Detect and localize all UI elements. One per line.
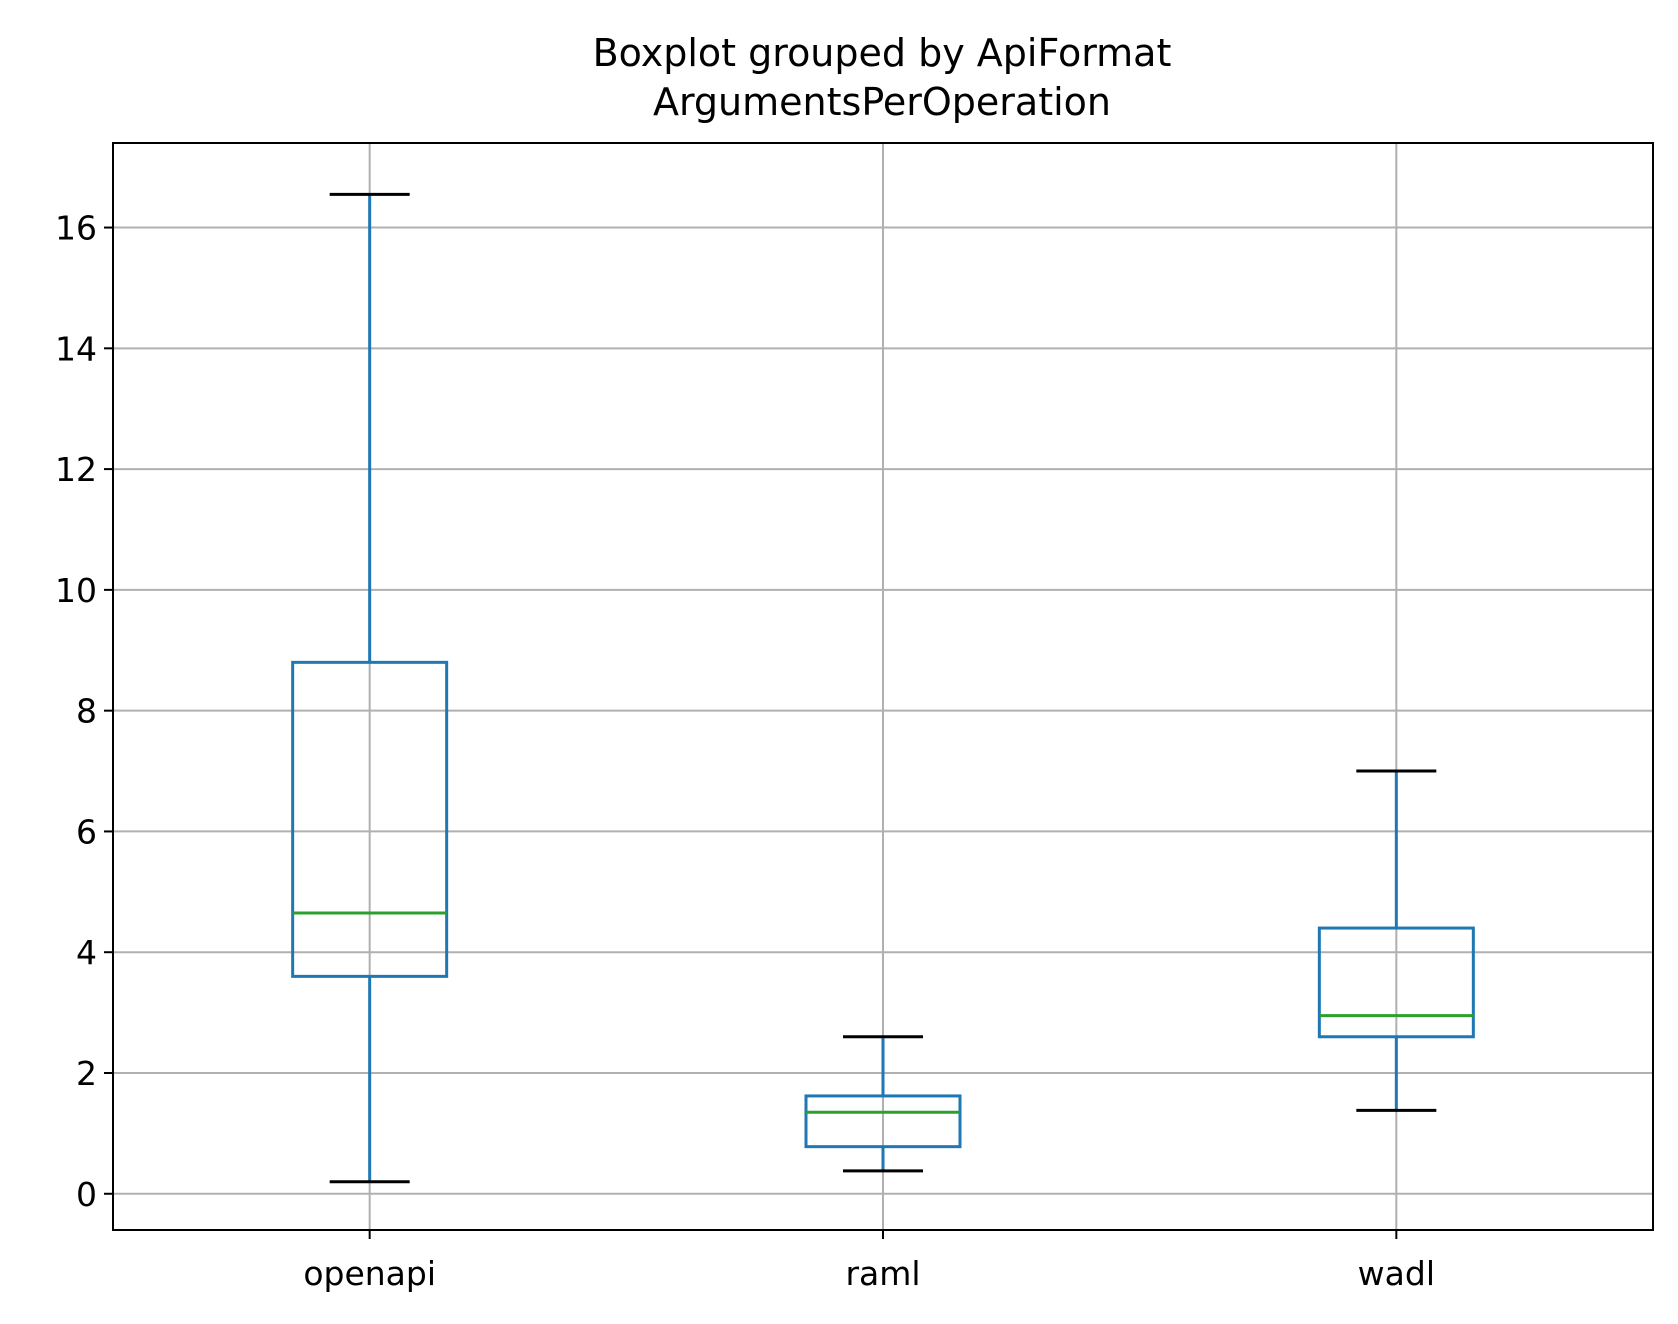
box-group-wadl <box>1317 769 1475 1112</box>
y-tick-label-6: 6 <box>76 812 97 851</box>
box-layer <box>291 192 1475 1184</box>
tick-layer: 0 2 4 6 8 10 12 14 16 openapi raml wadl <box>55 209 1435 1293</box>
y-tick-label-4: 4 <box>76 933 97 972</box>
chart-title-line-1: Boxplot grouped by ApiFormat <box>593 31 1172 75</box>
x-tick-label-openapi: openapi <box>303 1254 436 1293</box>
y-tick-label-0: 0 <box>76 1175 97 1214</box>
y-tick-label-2: 2 <box>76 1054 97 1093</box>
box-group-openapi <box>291 192 449 1184</box>
x-tick-label-wadl: wadl <box>1358 1254 1435 1293</box>
y-tick-label-14: 14 <box>55 329 97 368</box>
y-tick-label-10: 10 <box>55 571 97 610</box>
iqr-box-raml <box>804 1094 962 1149</box>
box-group-raml <box>804 1035 962 1173</box>
y-tick-label-12: 12 <box>55 450 97 489</box>
y-tick-label-8: 8 <box>76 692 97 731</box>
y-tick-label-16: 16 <box>55 209 97 248</box>
chart-title-line-2: ArgumentsPerOperation <box>653 80 1111 124</box>
iqr-box-wadl <box>1317 926 1475 1039</box>
iqr-box-openapi <box>291 660 449 978</box>
plot-frame <box>112 142 1654 1231</box>
x-tick-label-raml: raml <box>845 1254 920 1293</box>
